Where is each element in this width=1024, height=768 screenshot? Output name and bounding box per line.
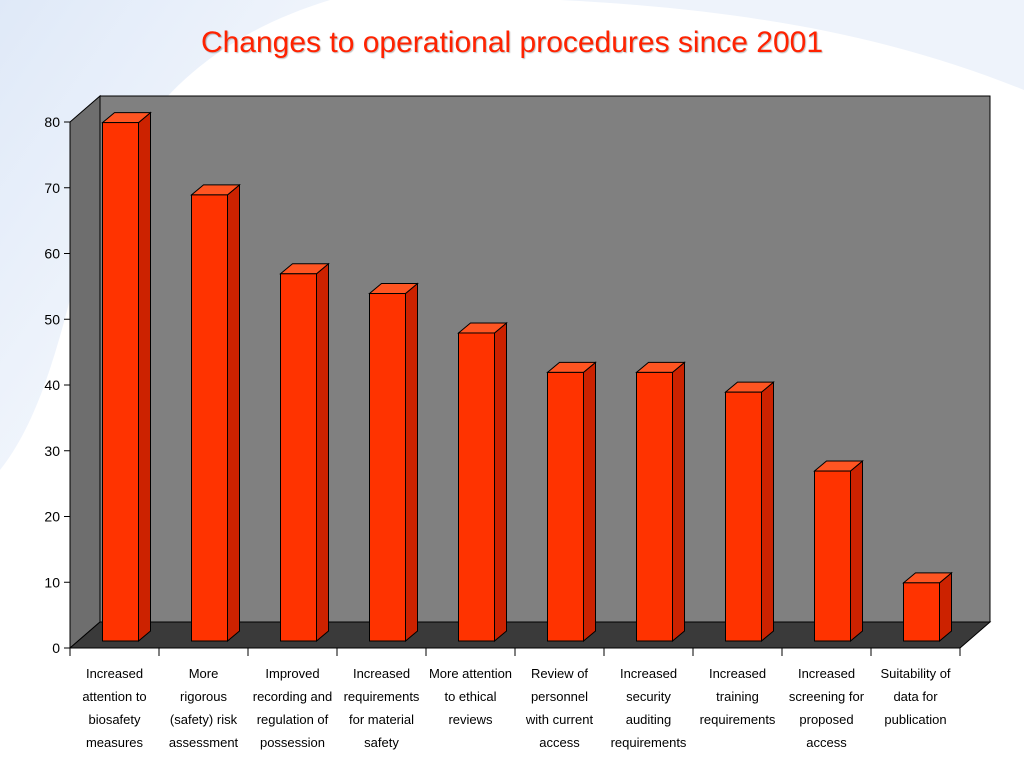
bar-front	[903, 582, 940, 642]
x-tick-label: Review of personnel with current access	[525, 666, 594, 750]
bar-side	[227, 183, 240, 643]
x-tick-label: Improved recording and regulation of posses…	[253, 666, 333, 750]
bar-side	[405, 282, 418, 643]
x-tick-label: Increased requirements for material safety	[344, 666, 420, 750]
bar	[902, 571, 953, 643]
plot-side-wall	[69, 94, 101, 650]
y-tick-label: 60	[44, 246, 60, 262]
bar-side	[850, 459, 863, 643]
x-tick-label: Increased training requirements	[700, 666, 776, 727]
y-tick-label: 20	[44, 509, 60, 525]
bar-front	[102, 122, 139, 642]
bar-side	[316, 262, 329, 643]
y-tick-label: 10	[44, 574, 60, 590]
bar-front	[458, 332, 495, 642]
chart-title: Changes to operational procedures since …	[200, 26, 824, 59]
bar-side	[494, 321, 507, 643]
y-tick-label: 80	[44, 114, 60, 130]
x-tick-label: Suitability of data for publication	[880, 666, 950, 727]
bar-side	[583, 361, 596, 643]
bar	[813, 459, 864, 643]
y-tick-label: 40	[44, 377, 60, 393]
x-tick-label: Increased screening for proposed access	[789, 666, 865, 750]
bar	[457, 321, 508, 643]
bar-front	[725, 391, 762, 642]
bar-front	[369, 293, 406, 642]
y-tick-label: 0	[52, 640, 60, 656]
y-axis: 0 10 20 30 40 50 60 70 80	[44, 114, 71, 656]
bar-side	[138, 111, 151, 643]
bar	[279, 262, 330, 643]
bar	[546, 361, 597, 643]
bars	[101, 111, 953, 643]
x-tick-label: More attention to ethical reviews	[429, 666, 512, 727]
bar	[635, 361, 686, 643]
bar	[724, 381, 775, 643]
bar-side	[761, 381, 774, 643]
x-axis: Increased attention to biosafety measures Mo…	[69, 647, 961, 750]
y-tick-label: 50	[44, 311, 60, 327]
y-tick-label: 30	[44, 443, 60, 459]
bar-front	[814, 470, 851, 642]
bar-front	[280, 273, 317, 642]
x-tick-label: Increased security auditing requirements	[611, 666, 687, 750]
y-tick-label: 70	[44, 180, 60, 196]
x-tick-label: More rigorous (safety) risk assessment	[169, 666, 239, 750]
bar-front	[547, 371, 584, 642]
bar-side	[939, 571, 952, 643]
bar-front	[191, 194, 228, 642]
bar	[101, 111, 152, 643]
bar-front	[636, 371, 673, 642]
x-tick-label: Increased attention to biosafety measures	[82, 666, 146, 750]
bar-side	[672, 361, 685, 643]
bar	[368, 282, 419, 643]
bar	[190, 183, 241, 643]
